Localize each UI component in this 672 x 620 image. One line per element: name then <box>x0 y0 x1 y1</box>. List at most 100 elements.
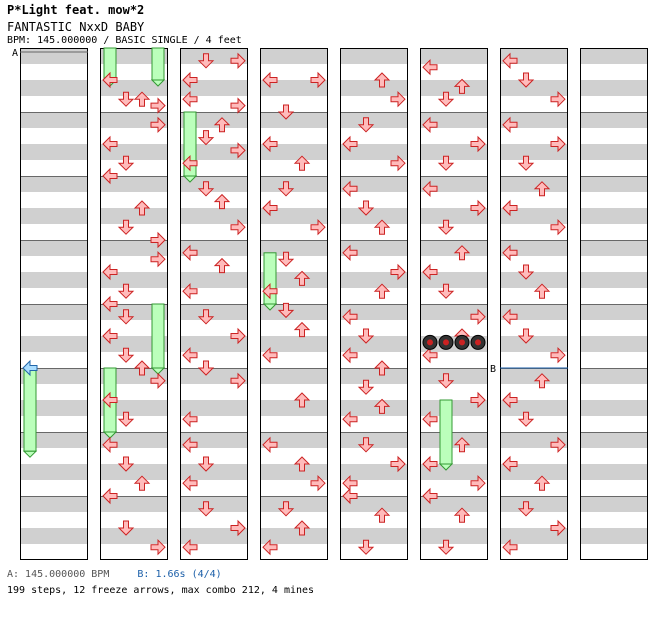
beat-stripe <box>580 400 648 416</box>
beat-stripe <box>180 208 248 224</box>
step-arrow <box>357 379 375 395</box>
beat-stripe <box>180 304 248 320</box>
column-frame <box>20 48 88 560</box>
beat-stripe <box>20 208 88 224</box>
freeze-tail <box>150 367 166 375</box>
step-arrow <box>422 116 438 134</box>
beat-stripe <box>420 528 488 544</box>
step-arrow <box>390 90 406 108</box>
step-arrow <box>182 154 198 172</box>
step-arrow <box>453 78 471 94</box>
step-arrow <box>390 263 406 281</box>
mine-core <box>475 339 481 346</box>
step-arrow <box>262 199 278 217</box>
step-arrow <box>470 474 486 492</box>
beat-stripe <box>420 144 488 160</box>
step-arrow <box>533 181 551 197</box>
step-arrow <box>150 97 166 114</box>
beat-stripe <box>500 208 568 224</box>
step-arrow <box>342 135 358 153</box>
beat-stripe <box>500 368 568 384</box>
step-arrow <box>150 538 166 556</box>
beat-stripe <box>260 368 328 384</box>
step-arrow <box>373 72 391 88</box>
step-arrow <box>470 308 486 326</box>
step-arrow <box>550 519 566 537</box>
step-arrow <box>502 116 518 134</box>
beat-stripe <box>580 80 648 96</box>
step-arrow <box>470 391 486 409</box>
beat-stripe <box>500 144 568 160</box>
column-frame <box>420 48 488 560</box>
freeze-body <box>151 47 165 81</box>
step-arrow <box>502 52 518 70</box>
column-frame <box>580 48 648 560</box>
step-arrow <box>182 71 198 89</box>
step-arrow <box>422 58 438 76</box>
beat-stripe <box>340 208 408 224</box>
beat-stripe <box>20 432 88 448</box>
beat-stripe <box>260 464 328 480</box>
step-arrow <box>197 53 215 69</box>
step-arrow <box>230 372 246 390</box>
step-arrow <box>133 360 151 376</box>
step-arrow <box>117 520 135 536</box>
beat-stripe <box>260 176 328 192</box>
step-arrow <box>437 283 455 299</box>
step-arrow <box>453 245 471 261</box>
step-arrow <box>437 91 455 107</box>
step-arrow <box>102 71 118 89</box>
beat-stripe <box>100 272 168 288</box>
step-arrow <box>262 71 278 89</box>
step-arrow <box>502 244 518 262</box>
step-arrow <box>117 283 135 299</box>
step-arrow <box>117 219 135 235</box>
step-arrow <box>502 199 518 217</box>
step-arrow <box>277 501 295 517</box>
step-arrow <box>293 392 311 408</box>
beat-stripe <box>260 112 328 128</box>
beat-stripe <box>260 208 328 224</box>
beat-stripe <box>20 80 88 96</box>
step-arrow <box>517 411 535 427</box>
step-arrow <box>550 436 566 454</box>
beat-stripe <box>180 176 248 192</box>
step-arrow <box>277 104 295 120</box>
step-arrow <box>197 130 215 146</box>
step-arrow <box>262 135 278 153</box>
beat-stripe <box>20 496 88 512</box>
beat-stripe <box>340 80 408 96</box>
beat-stripe <box>420 464 488 480</box>
step-arrow <box>517 155 535 171</box>
step-arrow <box>102 295 118 313</box>
beat-stripe <box>260 528 328 544</box>
beat-stripe <box>20 304 88 320</box>
step-arrow <box>517 328 535 344</box>
column-frame <box>500 48 568 560</box>
step-arrow <box>150 372 166 390</box>
step-arrow <box>117 309 135 325</box>
step-arrow <box>150 231 166 249</box>
step-arrow <box>182 282 198 300</box>
step-arrow <box>117 347 135 363</box>
beat-stripe <box>260 336 328 352</box>
step-arrow <box>230 52 246 70</box>
beat-stripe <box>340 112 408 128</box>
step-arrow <box>550 90 566 108</box>
mine-core <box>443 339 449 346</box>
chart-info: BPM: 145.000000 / BASIC SINGLE / 4 feet <box>7 35 242 46</box>
step-arrow <box>342 487 358 505</box>
beat-stripe <box>420 272 488 288</box>
step-arrow <box>277 251 295 267</box>
step-arrow <box>133 475 151 491</box>
freeze-head-arrow <box>22 359 38 377</box>
step-arrow <box>373 507 391 523</box>
step-arrow <box>293 456 311 472</box>
step-arrow <box>422 455 438 473</box>
freeze-tail <box>22 450 38 458</box>
column-frame <box>340 48 408 560</box>
beat-stripe <box>20 112 88 128</box>
step-arrow <box>293 520 311 536</box>
step-arrow <box>453 437 471 453</box>
step-arrow <box>182 346 198 364</box>
